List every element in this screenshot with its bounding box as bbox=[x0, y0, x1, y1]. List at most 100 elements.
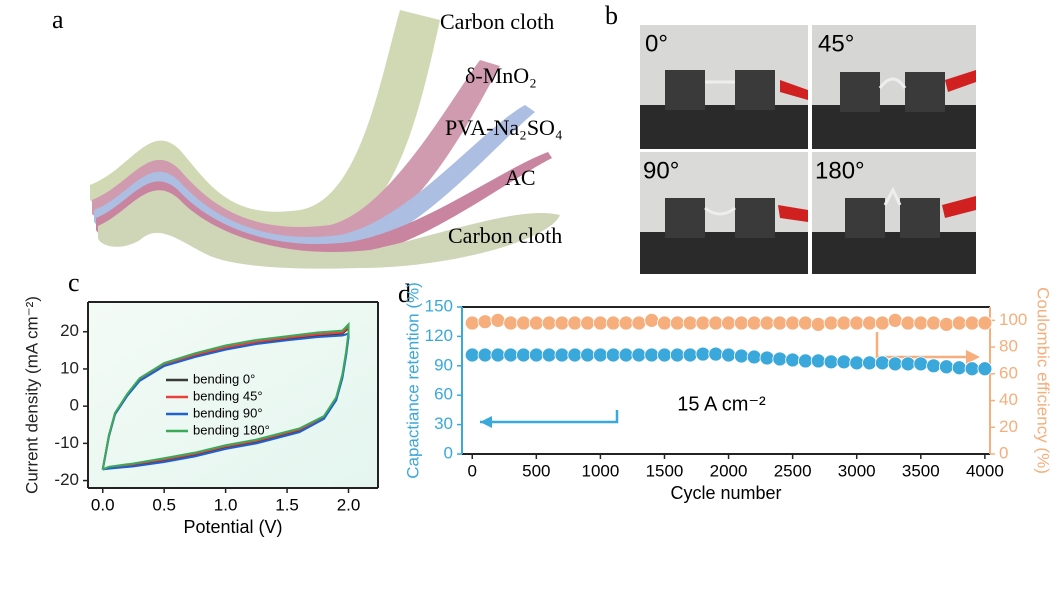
data-point bbox=[978, 316, 992, 330]
data-point bbox=[863, 356, 877, 370]
data-point bbox=[722, 348, 736, 362]
data-point bbox=[939, 360, 953, 374]
x-tick-label: 1.0 bbox=[214, 495, 238, 514]
y2-tick-label: 40 bbox=[999, 390, 1018, 409]
y-tick-label: 20 bbox=[60, 321, 79, 340]
data-point bbox=[850, 356, 864, 370]
y-tick-label: 120 bbox=[425, 326, 453, 345]
data-point bbox=[850, 316, 864, 330]
y-tick-label: 90 bbox=[434, 355, 453, 374]
data-point bbox=[760, 316, 774, 330]
data-point bbox=[875, 316, 889, 330]
data-point bbox=[747, 350, 761, 364]
angle-label: 45° bbox=[818, 30, 854, 57]
x-tick-label: 0.0 bbox=[91, 495, 115, 514]
data-point bbox=[811, 317, 825, 331]
x-tick-label: 3500 bbox=[902, 461, 940, 480]
data-point bbox=[619, 348, 633, 362]
y-tick-label: -10 bbox=[54, 433, 79, 452]
data-point bbox=[760, 351, 774, 365]
data-point bbox=[952, 316, 966, 330]
y-axis-label: Current density (mA cm⁻²) bbox=[22, 296, 41, 494]
x-tick-label: 0 bbox=[468, 461, 477, 480]
x-axis-label: Cycle number bbox=[670, 483, 781, 503]
angle-label: 180° bbox=[815, 157, 865, 184]
data-point bbox=[927, 316, 941, 330]
data-point bbox=[722, 316, 736, 330]
data-point bbox=[568, 348, 582, 362]
data-point bbox=[914, 316, 928, 330]
data-point bbox=[914, 357, 928, 371]
data-point bbox=[747, 316, 761, 330]
annotation: 15 A cm⁻² bbox=[677, 393, 766, 415]
photo-grid bbox=[640, 25, 976, 274]
legend-label: bending 90° bbox=[193, 405, 263, 420]
data-point bbox=[670, 348, 684, 362]
data-point bbox=[517, 316, 531, 330]
data-point bbox=[478, 315, 492, 329]
y2-axis-label: Coulombic efficiency (%) bbox=[1034, 287, 1053, 474]
data-point bbox=[504, 316, 518, 330]
x-tick-label: 3000 bbox=[838, 461, 876, 480]
y-tick-label: 0 bbox=[70, 396, 79, 415]
layer-label: AC bbox=[505, 165, 536, 190]
data-point bbox=[709, 316, 723, 330]
data-point bbox=[555, 348, 569, 362]
data-point bbox=[927, 359, 941, 373]
data-point bbox=[696, 347, 710, 361]
y-tick-label: 30 bbox=[434, 414, 453, 433]
data-point bbox=[529, 348, 543, 362]
x-tick-label: 0.5 bbox=[152, 495, 176, 514]
data-point bbox=[542, 316, 556, 330]
data-point bbox=[734, 349, 748, 363]
x-axis-label: Potential (V) bbox=[183, 517, 282, 537]
data-point bbox=[465, 316, 479, 330]
data-point bbox=[581, 316, 595, 330]
data-point bbox=[657, 316, 671, 330]
data-point bbox=[888, 357, 902, 371]
data-point bbox=[619, 316, 633, 330]
data-point bbox=[645, 348, 659, 362]
y2-tick-label: 100 bbox=[999, 310, 1027, 329]
data-point bbox=[824, 355, 838, 369]
x-tick-label: 1500 bbox=[646, 461, 684, 480]
data-point bbox=[593, 316, 607, 330]
data-point bbox=[517, 348, 531, 362]
legend-label: bending 180° bbox=[193, 422, 270, 437]
angle-label: 0° bbox=[645, 30, 668, 57]
data-point bbox=[529, 316, 543, 330]
data-point bbox=[798, 354, 812, 368]
x-tick-label: 2.0 bbox=[337, 495, 361, 514]
axis-arrow bbox=[480, 410, 617, 422]
y-tick-label: -20 bbox=[54, 470, 79, 489]
layer-label: Carbon cloth bbox=[440, 9, 554, 34]
data-point bbox=[657, 348, 671, 362]
data-point bbox=[555, 316, 569, 330]
y-tick-label: 10 bbox=[60, 358, 79, 377]
data-point bbox=[696, 316, 710, 330]
y2-tick-label: 60 bbox=[999, 363, 1018, 382]
data-point bbox=[773, 352, 787, 366]
data-point bbox=[888, 313, 902, 327]
data-point bbox=[837, 316, 851, 330]
data-point bbox=[491, 348, 505, 362]
layer-label: Carbon cloth bbox=[448, 223, 562, 248]
x-tick-label: 4000 bbox=[966, 461, 1004, 480]
y2-tick-label: 20 bbox=[999, 417, 1018, 436]
y2-tick-label: 80 bbox=[999, 337, 1018, 356]
data-point bbox=[875, 356, 889, 370]
data-point bbox=[786, 316, 800, 330]
legend-label: bending 0° bbox=[193, 371, 255, 386]
data-point bbox=[645, 313, 659, 327]
data-point bbox=[811, 354, 825, 368]
y-axis-label: Capactiance retention (%) bbox=[403, 282, 422, 479]
panel-label: a bbox=[52, 5, 64, 34]
data-point bbox=[901, 316, 915, 330]
data-point bbox=[568, 316, 582, 330]
x-tick-label: 1.5 bbox=[275, 495, 299, 514]
data-point bbox=[606, 316, 620, 330]
data-point bbox=[978, 362, 992, 376]
data-point bbox=[798, 316, 812, 330]
data-point bbox=[683, 316, 697, 330]
data-point bbox=[837, 355, 851, 369]
